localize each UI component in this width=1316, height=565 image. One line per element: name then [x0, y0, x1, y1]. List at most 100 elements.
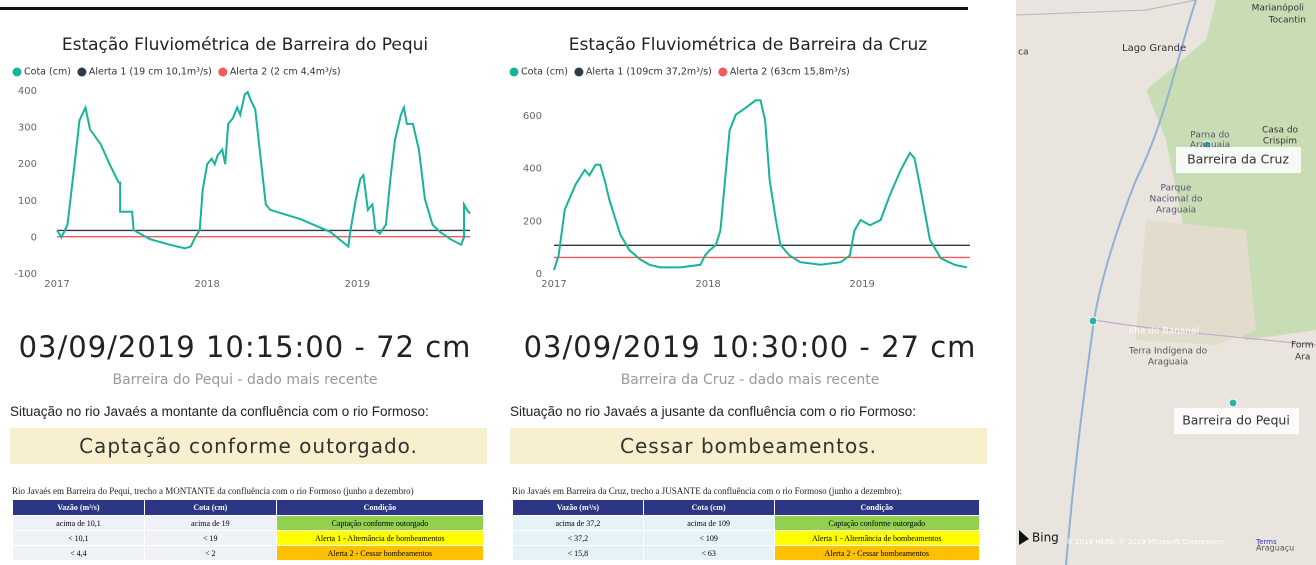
reserve-area [1136, 220, 1256, 345]
x-tick-label: 2018 [194, 279, 219, 290]
table-cell: Alerta 1 - Alternância de bombeamentos [773, 530, 980, 546]
caption: Barreira da Cruz - dado mais recente [620, 372, 880, 388]
map-label: Marianópoli [1252, 3, 1304, 14]
status: Captação conforme outorgado. [10, 428, 487, 464]
table-row: < 10,1 < 19 Alerta 1 - Alternância de bomb… [12, 530, 485, 546]
y-tick-label: 0 [31, 232, 37, 243]
map-label: Casa do [1262, 126, 1299, 136]
caption: Barreira do Pequi - dado mais recente [112, 372, 378, 388]
table-row: < 4,4 < 2 Alerta 2 - Cessar bombeamentos [12, 545, 485, 561]
y-tick-label: 400 [523, 164, 542, 175]
chart: Estação Fluviométrica de Barreira da Cru… [509, 35, 970, 290]
legend-label: Cota (cm) [521, 67, 568, 78]
legend-marker [77, 67, 87, 77]
table-row: < 37,2 < 109 Alerta 1 - Alternância de bom… [512, 530, 980, 546]
legend-label: Alerta 2 (63cm 15,8m³/s) [730, 67, 850, 78]
situation: Situação no rio Javaés a jusante da conf… [510, 404, 916, 419]
chart-title: Estação Fluviométrica de Barreira da Cru… [569, 35, 928, 55]
river [1065, 0, 1197, 565]
table-cell: Alerta 2 - Cessar bombeamentos [773, 545, 980, 561]
table-cell: < 15,8 [512, 545, 644, 561]
map-label: Ara [1295, 353, 1310, 363]
map-label: Bing [1032, 531, 1059, 545]
y-tick-label: 0 [536, 269, 542, 280]
legend-marker [218, 67, 228, 77]
table-row: < 15,8 < 63 Alerta 2 - Cessar bombeamentos [512, 545, 980, 561]
map-label: Araguaçu [1256, 544, 1294, 553]
header-row: Vazão (m³/s) Cota (cm) Condição [12, 499, 485, 516]
header-cell: Condição [275, 499, 485, 516]
y-tick-label: -100 [14, 269, 37, 280]
x-tick-label: 2019 [345, 279, 370, 290]
table-cell: Alerta 1 - Alternância de bombeamentos [275, 530, 485, 546]
status: Cessar bombeamentos. [510, 428, 987, 464]
table-cell: < 37,2 [512, 530, 644, 546]
map-label: Lago Grande [1122, 43, 1186, 54]
map-label: Araguaia [1156, 206, 1196, 216]
y-tick-label: 200 [523, 216, 542, 227]
legend-label: Alerta 1 (19 cm 10,1m³/s) [89, 67, 212, 78]
map-label: ca [1018, 48, 1028, 58]
map-label: Nacional do [1149, 195, 1202, 205]
legend-marker [509, 67, 519, 77]
table: Vazão (m³/s) Cota (cm) Condição acima de 10… [12, 499, 485, 561]
map-label[interactable]: Terms [1255, 538, 1277, 546]
table-cell: acima de 10,1 [12, 515, 145, 531]
table: Vazão (m³/s) Cota (cm) Condição acima de 37… [512, 499, 980, 561]
table-title: Rio Javaés em Barreira do Pequi, trecho … [12, 486, 414, 496]
map-label: Araguaia [1148, 358, 1188, 368]
table-cell: < 109 [642, 530, 775, 546]
map-label: Form [1291, 341, 1314, 351]
legend-marker [718, 67, 728, 77]
x-tick-label: 2019 [849, 279, 874, 290]
table-title: Rio Javaés em Barreira da Cruz, trecho a… [512, 486, 902, 496]
header-cell: Cota (cm) [143, 499, 277, 516]
timestamp: 03/09/2019 10:15:00 - 72 cm [18, 330, 472, 364]
legend-marker [12, 67, 22, 77]
border [1093, 319, 1316, 346]
station-label[interactable]: Barreira do Pequi [1182, 413, 1290, 428]
bing-logo [1019, 530, 1029, 545]
station-point[interactable] [1088, 316, 1098, 326]
y-tick-label: 100 [18, 196, 37, 207]
table-cell: Captação conforme outorgado [773, 515, 980, 531]
map-label: Ilha do Bananal [1129, 327, 1199, 337]
situation: Situação no rio Javaés a montante da con… [10, 404, 429, 419]
header-cell: Condição [773, 499, 980, 516]
x-tick-label: 2018 [695, 279, 720, 290]
map-label: Crispim [1263, 137, 1297, 147]
table-row: acima de 37,2 acima de 109 Captação confor… [512, 515, 980, 531]
x-tick-label: 2017 [541, 279, 566, 290]
station-label[interactable]: Barreira da Cruz [1187, 152, 1289, 167]
legend-label: Alerta 2 (2 cm 4,4m³/s) [230, 67, 341, 78]
legend-label: Alerta 1 (109cm 37,2m³/s) [586, 67, 712, 78]
table-cell: < 63 [642, 545, 775, 561]
table-cell: Captação conforme outorgado [275, 515, 485, 531]
timestamp: 03/09/2019 10:30:00 - 27 cm [523, 330, 977, 364]
header-cell: Vazão (m³/s) [12, 499, 145, 516]
table-cell: acima de 19 [143, 515, 277, 531]
table-cell: Alerta 2 - Cessar bombeamentos [275, 545, 485, 561]
series-line [56, 90, 471, 250]
y-tick-label: 200 [18, 159, 37, 170]
road [1016, 0, 1197, 16]
legend-marker [574, 67, 584, 77]
header-row: Vazão (m³/s) Cota (cm) Condição [512, 499, 980, 516]
map-label: © 2019 HERE, © 2019 Microsoft Corporatio… [1066, 538, 1223, 546]
station-point[interactable] [1228, 398, 1238, 408]
chart-title: Estação Fluviométrica de Barreira do Peq… [62, 35, 428, 55]
map-label: Parque [1160, 184, 1191, 194]
top-rule [0, 7, 968, 10]
y-tick-label: 600 [523, 111, 542, 122]
header-cell: Vazão (m³/s) [512, 499, 644, 516]
station-label-box [1176, 147, 1301, 173]
chart: Estação Fluviométrica de Barreira do Peq… [12, 35, 471, 290]
table-row: acima de 10,1 acima de 19 Captação conform… [12, 515, 485, 531]
legend-label: Cota (cm) [24, 67, 71, 78]
map: Marianópoli Tocantin ca Lago Grande Parn… [1016, 0, 1316, 565]
y-tick-label: 400 [18, 86, 37, 97]
station-label-box [1174, 408, 1299, 434]
y-tick-label: 300 [18, 123, 37, 134]
x-tick-label: 2017 [44, 279, 69, 290]
table-cell: acima de 109 [642, 515, 775, 531]
